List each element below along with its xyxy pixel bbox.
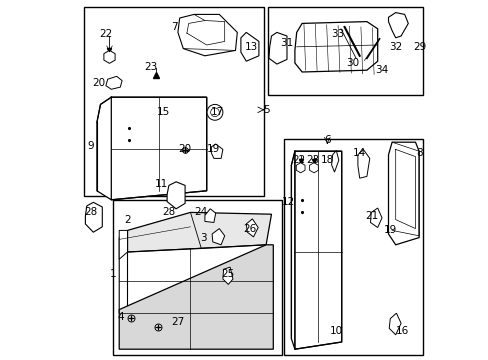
Text: 14: 14 (352, 148, 366, 158)
Polygon shape (241, 32, 258, 61)
Text: 20: 20 (92, 78, 105, 88)
Polygon shape (127, 212, 271, 252)
Text: 23: 23 (305, 155, 319, 165)
Text: 34: 34 (374, 65, 387, 75)
Circle shape (210, 108, 219, 117)
Polygon shape (291, 151, 341, 349)
Polygon shape (167, 182, 185, 209)
Polygon shape (370, 208, 381, 228)
Text: 32: 32 (388, 42, 402, 52)
Text: 30: 30 (345, 58, 358, 68)
Text: 2: 2 (124, 215, 131, 225)
Text: 29: 29 (413, 42, 426, 52)
Polygon shape (211, 144, 223, 158)
Text: 20: 20 (178, 144, 191, 154)
Polygon shape (106, 76, 122, 89)
Text: 6: 6 (324, 135, 330, 145)
Polygon shape (97, 97, 206, 200)
Text: 15: 15 (157, 107, 170, 117)
Text: 3: 3 (200, 233, 206, 243)
Text: 27: 27 (171, 317, 184, 327)
Text: 13: 13 (244, 42, 258, 52)
Bar (284, 139, 422, 355)
Polygon shape (119, 245, 273, 349)
Polygon shape (246, 219, 258, 237)
Text: 28: 28 (84, 207, 97, 217)
Circle shape (206, 104, 223, 120)
Polygon shape (178, 14, 237, 56)
Text: 16: 16 (395, 326, 408, 336)
Text: 21: 21 (365, 211, 378, 221)
Text: 19: 19 (207, 144, 220, 154)
Polygon shape (294, 22, 377, 72)
Text: 7: 7 (171, 22, 177, 32)
Text: 22: 22 (291, 155, 305, 165)
Text: 26: 26 (243, 224, 256, 234)
Text: 10: 10 (329, 326, 342, 336)
Text: 1: 1 (110, 269, 116, 279)
Polygon shape (387, 13, 407, 38)
Text: 18: 18 (320, 155, 333, 165)
Bar (267, 7, 422, 95)
Text: 25: 25 (221, 269, 234, 279)
Polygon shape (331, 150, 338, 172)
Polygon shape (357, 149, 369, 178)
Text: 4: 4 (117, 312, 123, 322)
Text: 22: 22 (99, 29, 112, 39)
Text: 11: 11 (155, 179, 168, 189)
Polygon shape (212, 229, 224, 245)
Text: 19: 19 (383, 225, 396, 235)
Text: 8: 8 (415, 148, 422, 158)
Polygon shape (387, 142, 418, 245)
Text: 31: 31 (280, 38, 293, 48)
Polygon shape (268, 32, 286, 64)
Bar (84, 7, 264, 196)
Text: 33: 33 (330, 29, 343, 39)
Polygon shape (204, 209, 215, 222)
Text: 23: 23 (144, 62, 157, 72)
Bar (113, 200, 282, 355)
Polygon shape (119, 230, 127, 313)
Polygon shape (223, 267, 232, 284)
Polygon shape (388, 313, 400, 335)
Text: 5: 5 (262, 105, 269, 115)
Text: 9: 9 (87, 141, 94, 151)
Polygon shape (119, 230, 127, 259)
Text: 17: 17 (210, 107, 224, 117)
Text: 24: 24 (194, 207, 207, 217)
Polygon shape (162, 104, 174, 120)
Polygon shape (85, 202, 102, 232)
Text: 28: 28 (162, 207, 175, 217)
Text: 12: 12 (281, 197, 294, 207)
